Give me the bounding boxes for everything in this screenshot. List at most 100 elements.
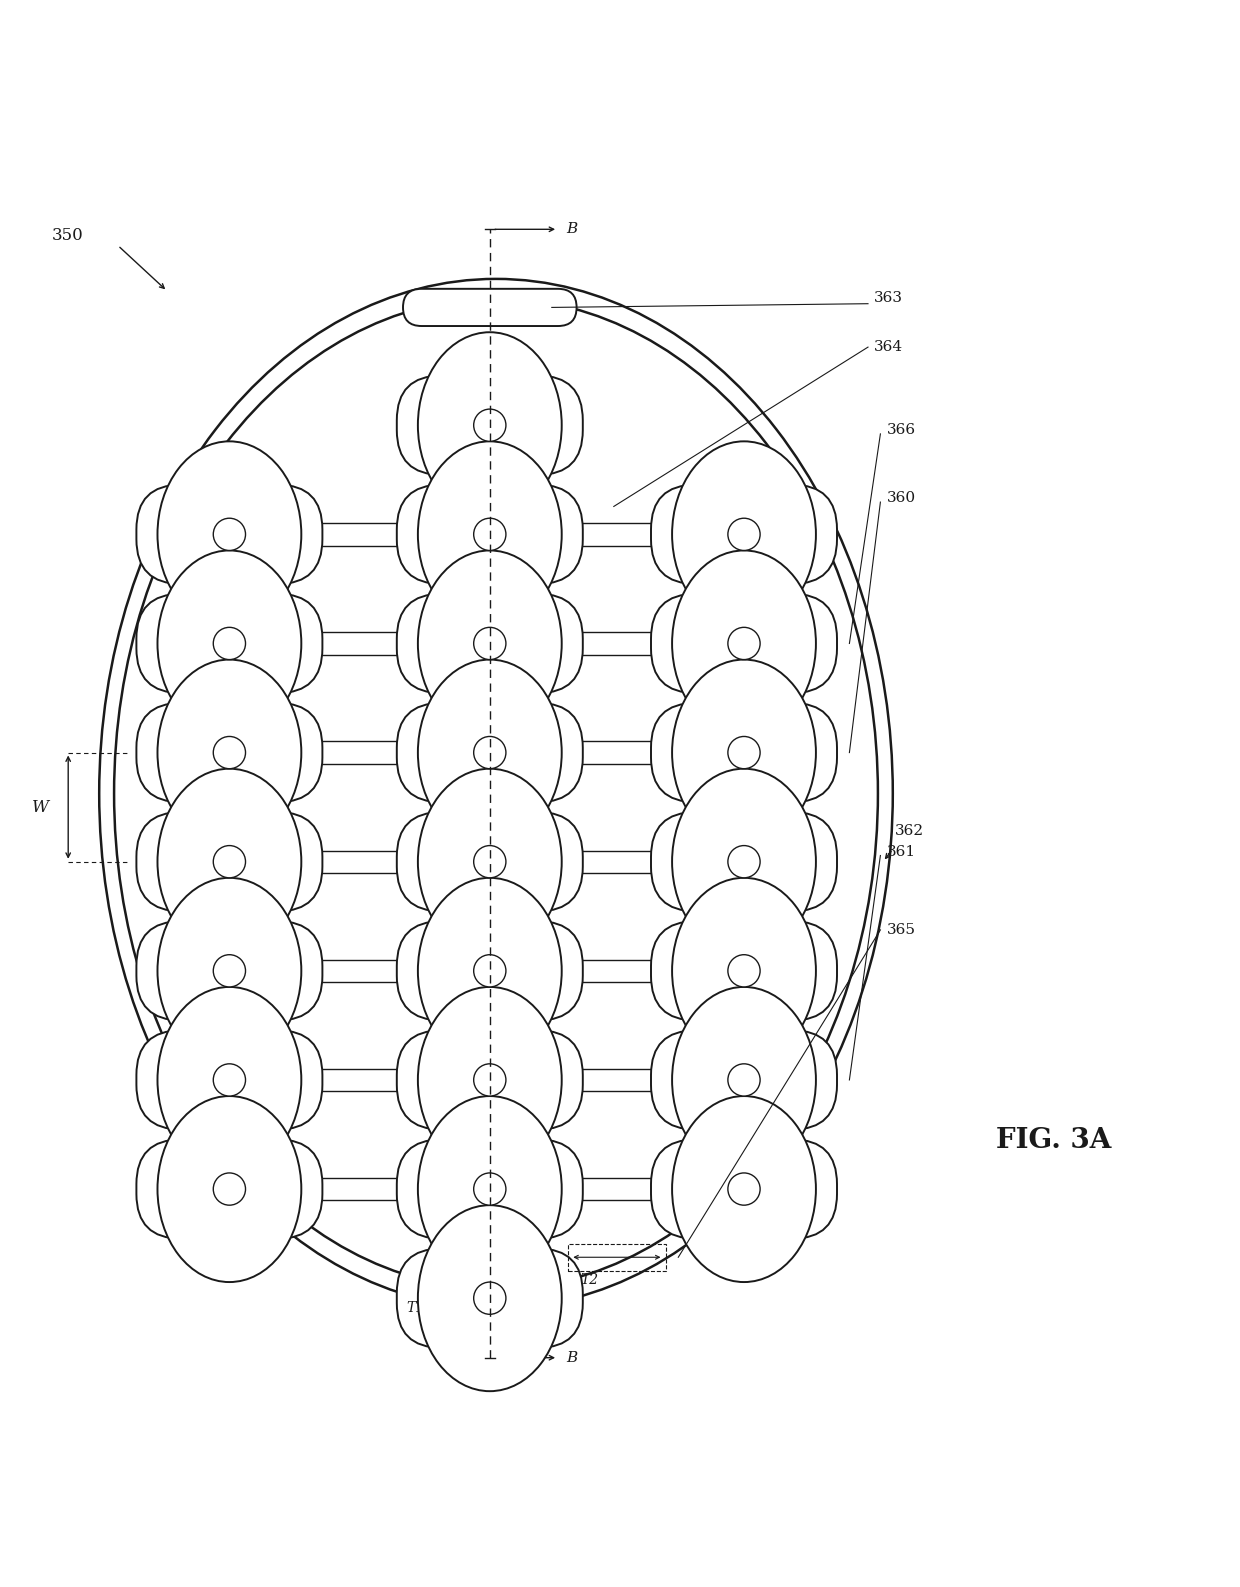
FancyBboxPatch shape <box>397 1249 583 1347</box>
Circle shape <box>213 846 246 878</box>
Ellipse shape <box>418 1205 562 1392</box>
Ellipse shape <box>672 660 816 846</box>
Circle shape <box>728 519 760 551</box>
Bar <box>565 524 668 546</box>
FancyBboxPatch shape <box>397 376 583 475</box>
Bar <box>305 1178 414 1200</box>
FancyBboxPatch shape <box>651 484 837 584</box>
Bar <box>568 1244 666 1271</box>
Text: B: B <box>567 1351 578 1365</box>
Text: 360: 360 <box>887 492 915 505</box>
Circle shape <box>213 1173 246 1205</box>
Ellipse shape <box>672 878 816 1063</box>
Text: T2: T2 <box>580 1273 598 1287</box>
Ellipse shape <box>418 878 562 1063</box>
FancyBboxPatch shape <box>397 484 583 584</box>
FancyBboxPatch shape <box>397 813 583 911</box>
Ellipse shape <box>157 441 301 627</box>
FancyBboxPatch shape <box>397 594 583 694</box>
FancyBboxPatch shape <box>403 289 577 325</box>
FancyBboxPatch shape <box>651 1139 837 1239</box>
Ellipse shape <box>157 878 301 1063</box>
Ellipse shape <box>157 987 301 1173</box>
Circle shape <box>474 1282 506 1314</box>
FancyBboxPatch shape <box>397 703 583 801</box>
FancyBboxPatch shape <box>136 484 322 584</box>
Ellipse shape <box>672 768 816 955</box>
Ellipse shape <box>418 551 562 736</box>
Circle shape <box>728 627 760 660</box>
FancyBboxPatch shape <box>651 920 837 1020</box>
Circle shape <box>213 736 246 768</box>
FancyBboxPatch shape <box>136 594 322 694</box>
Circle shape <box>474 1173 506 1205</box>
Circle shape <box>213 627 246 660</box>
Circle shape <box>474 736 506 768</box>
Circle shape <box>728 846 760 878</box>
Ellipse shape <box>418 441 562 627</box>
Ellipse shape <box>418 660 562 846</box>
Text: FIG. 3A: FIG. 3A <box>996 1127 1112 1154</box>
Bar <box>565 1178 668 1200</box>
FancyBboxPatch shape <box>651 1030 837 1130</box>
Text: 364: 364 <box>874 340 903 354</box>
Circle shape <box>728 1173 760 1205</box>
Circle shape <box>474 846 506 878</box>
Ellipse shape <box>418 768 562 955</box>
Ellipse shape <box>157 551 301 736</box>
Ellipse shape <box>672 1097 816 1282</box>
Circle shape <box>474 1063 506 1097</box>
Text: T1: T1 <box>407 1301 424 1316</box>
Text: B: B <box>567 222 578 236</box>
Bar <box>565 960 668 982</box>
Circle shape <box>728 736 760 768</box>
Bar <box>305 741 414 763</box>
Ellipse shape <box>672 551 816 736</box>
Circle shape <box>728 1063 760 1097</box>
Circle shape <box>213 519 246 551</box>
FancyBboxPatch shape <box>136 703 322 801</box>
FancyBboxPatch shape <box>651 594 837 694</box>
Bar <box>565 1068 668 1092</box>
FancyBboxPatch shape <box>397 920 583 1020</box>
Circle shape <box>474 955 506 987</box>
Text: 366: 366 <box>887 424 915 436</box>
Circle shape <box>213 1063 246 1097</box>
Circle shape <box>474 519 506 551</box>
FancyBboxPatch shape <box>136 1030 322 1130</box>
Ellipse shape <box>99 279 893 1308</box>
Text: 361: 361 <box>887 844 915 859</box>
Bar <box>305 632 414 654</box>
Ellipse shape <box>672 987 816 1173</box>
FancyBboxPatch shape <box>651 703 837 801</box>
Circle shape <box>213 955 246 987</box>
Ellipse shape <box>157 1097 301 1282</box>
Ellipse shape <box>418 1097 562 1282</box>
Bar <box>305 524 414 546</box>
Ellipse shape <box>157 660 301 846</box>
Circle shape <box>728 955 760 987</box>
Text: 350: 350 <box>52 227 84 244</box>
Text: W: W <box>32 798 50 816</box>
Bar <box>565 741 668 763</box>
Bar <box>305 851 414 873</box>
FancyBboxPatch shape <box>136 920 322 1020</box>
FancyBboxPatch shape <box>397 1030 583 1130</box>
FancyBboxPatch shape <box>397 1139 583 1239</box>
FancyBboxPatch shape <box>136 813 322 911</box>
Bar <box>305 960 414 982</box>
Bar <box>305 1068 414 1092</box>
Circle shape <box>474 409 506 441</box>
FancyBboxPatch shape <box>651 813 837 911</box>
Bar <box>565 632 668 654</box>
FancyBboxPatch shape <box>136 1139 322 1239</box>
Ellipse shape <box>672 441 816 627</box>
Text: 363: 363 <box>874 290 903 305</box>
Ellipse shape <box>418 987 562 1173</box>
Text: 362: 362 <box>895 824 924 838</box>
Bar <box>565 851 668 873</box>
Text: 365: 365 <box>887 924 915 936</box>
Ellipse shape <box>157 768 301 955</box>
Circle shape <box>474 627 506 660</box>
Ellipse shape <box>418 332 562 519</box>
